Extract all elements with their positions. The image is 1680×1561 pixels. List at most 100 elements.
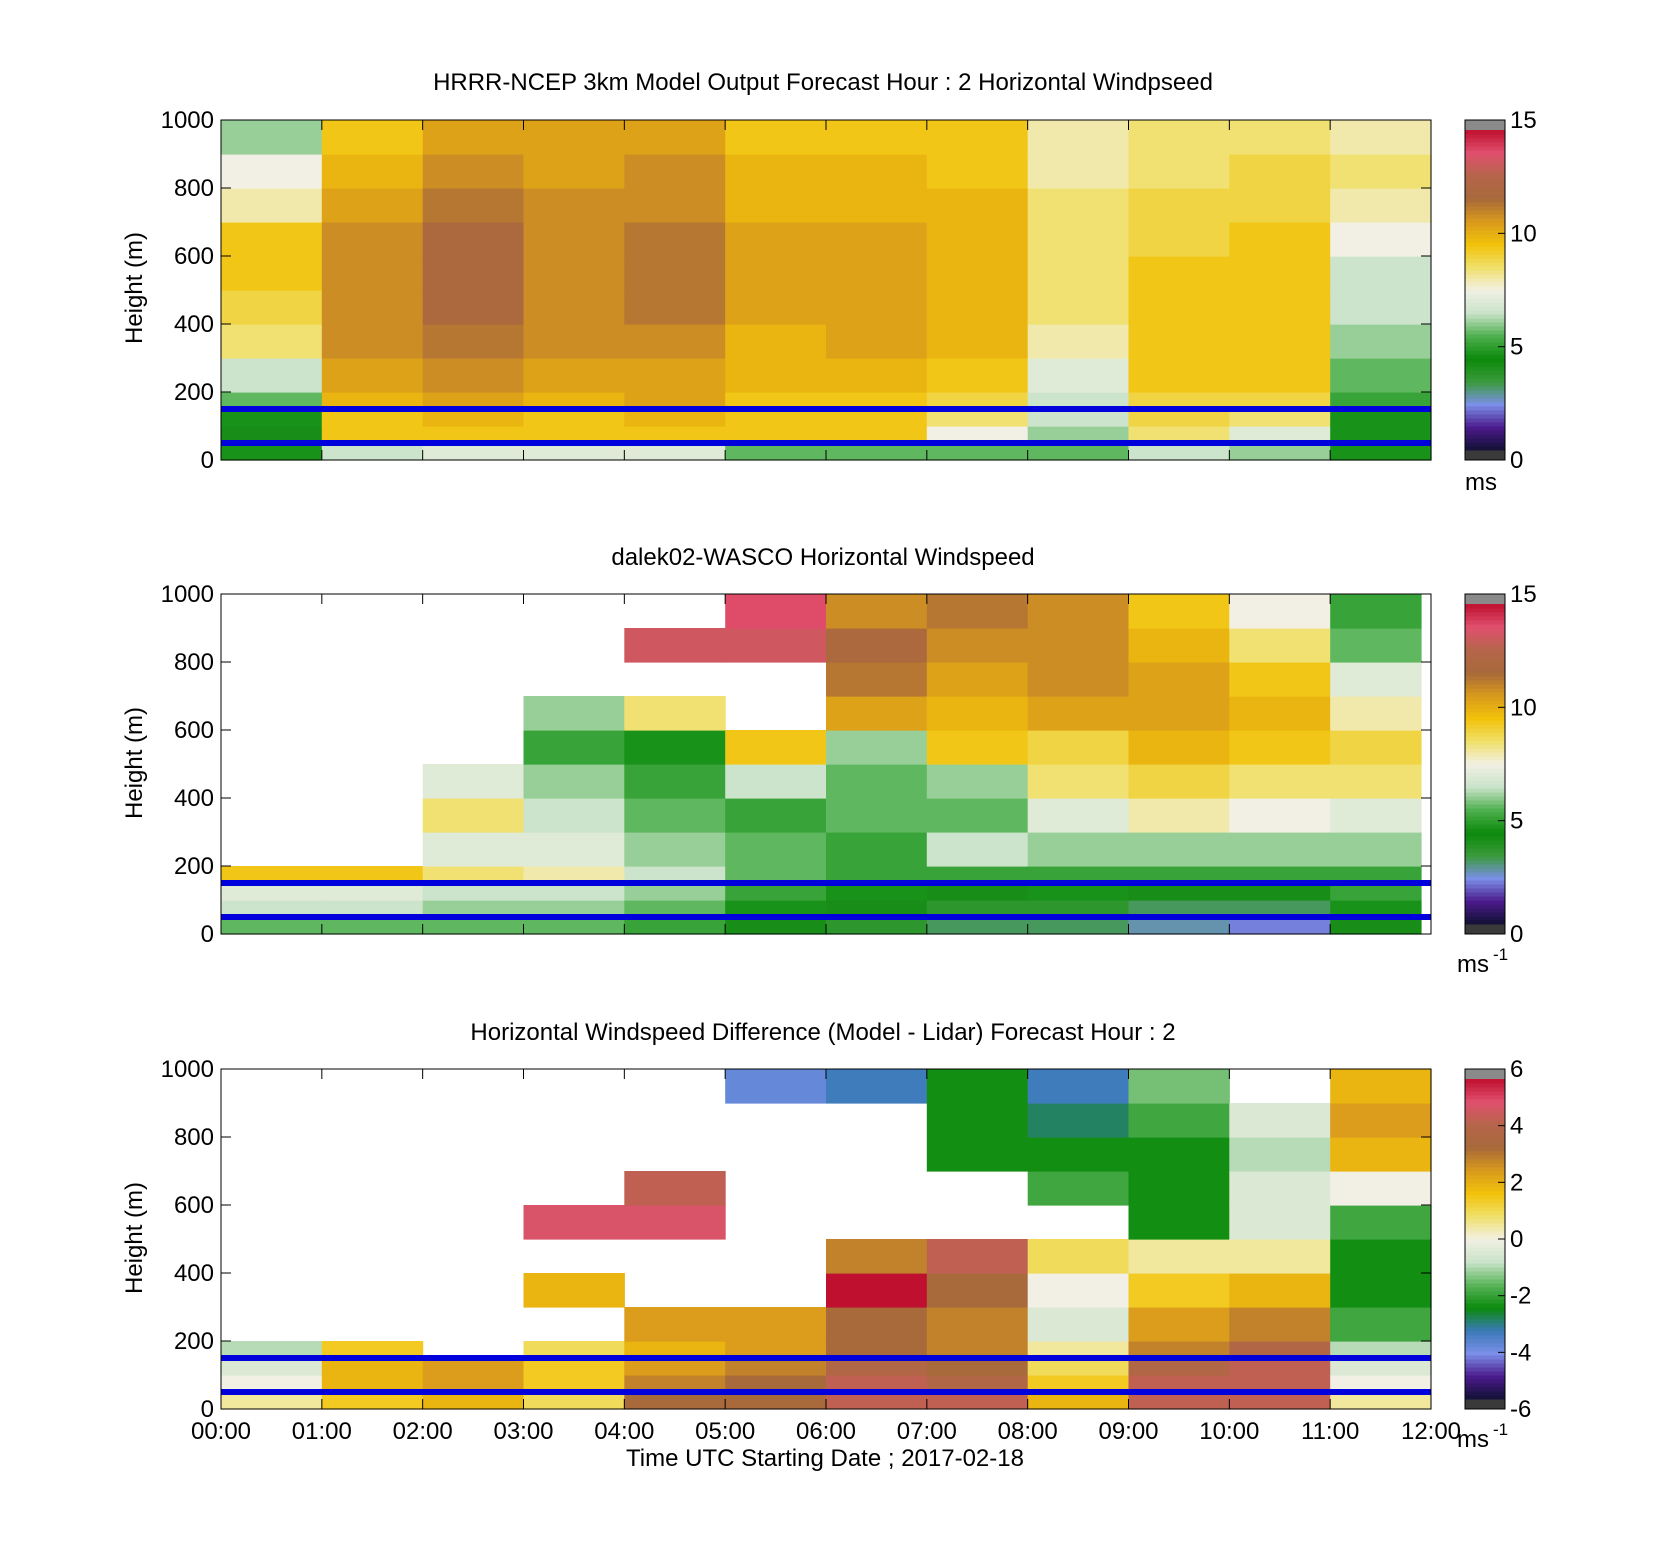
panel-lidar-cell <box>1229 662 1331 697</box>
panel-difference-cell <box>1330 1205 1432 1240</box>
panel-lidar-colorbar-step <box>1465 736 1505 741</box>
panel-difference-colorbar-step <box>1465 1163 1505 1168</box>
panel-difference-colorbar-step <box>1465 1127 1505 1132</box>
panel-model-cell <box>1229 188 1331 223</box>
panel-model-cell <box>1229 443 1331 461</box>
panel-model-colorbar-step <box>1465 282 1505 287</box>
panel-lidar-colorbar-step <box>1465 792 1505 797</box>
panel-model-cell <box>221 358 323 393</box>
panel-difference-xtick-label: 02:00 <box>393 1418 453 1445</box>
panel-model-cell <box>926 188 1029 223</box>
panel-lidar-colorbar-step <box>1465 804 1505 809</box>
panel-model-colorbar-step <box>1465 266 1505 271</box>
panel-model-cell <box>523 188 625 223</box>
panel-lidar-colorbar-step <box>1465 688 1505 693</box>
panel-difference-cell <box>1027 1103 1130 1138</box>
panel-model-cell <box>1128 188 1230 223</box>
panel-difference-xlabel: Time UTC Starting Date ; 2017-02-18 <box>626 1445 1024 1472</box>
panel-difference-cell <box>826 1392 928 1410</box>
panel-lidar-cell <box>624 900 726 918</box>
panel-lidar-cell <box>1229 900 1331 918</box>
panel-model-cell <box>926 358 1029 393</box>
panel-lidar-ytick-label: 1000 <box>161 581 214 608</box>
panel-lidar-colorbar-step <box>1465 704 1505 709</box>
panel-model-cell <box>321 324 424 359</box>
panel-difference-ytick-label: 200 <box>174 1328 214 1355</box>
panel-model-cell <box>1330 290 1432 325</box>
panel-model-cell <box>422 120 525 155</box>
panel-difference-colorbar-step <box>1465 1195 1505 1200</box>
panel-model-cell <box>1330 358 1432 393</box>
panel-model-colorbar-step <box>1465 214 1505 219</box>
panel-lidar-colorbar-step <box>1465 824 1505 829</box>
panel-model-cell <box>1229 120 1331 155</box>
panel-model-colorbar-step <box>1465 274 1505 279</box>
panel-difference-cell <box>926 1375 1029 1393</box>
panel-difference-colorbar-step <box>1465 1139 1505 1144</box>
panel-lidar-cell <box>1027 662 1130 697</box>
panel-difference-cell <box>725 1375 827 1393</box>
panel-lidar-colorbar-step <box>1465 760 1505 765</box>
panel-difference-xtick-label: 06:00 <box>796 1418 856 1445</box>
panel-model-colorbar-step <box>1465 310 1505 315</box>
panel-model-ylabel: Height (m) <box>121 232 148 344</box>
panel-lidar-colorbar-step <box>1465 724 1505 729</box>
panel-lidar-cell <box>926 917 1029 935</box>
panel-lidar-colorbar-step <box>1465 856 1505 861</box>
panel-model-colorbar-step <box>1465 242 1505 247</box>
panel-difference-ylabel: Height (m) <box>121 1182 148 1294</box>
panel-model-cell <box>1229 222 1331 257</box>
panel-difference-cell <box>1027 1137 1130 1172</box>
panel-lidar-cell <box>1128 900 1230 918</box>
panel-model-cell <box>1027 290 1130 325</box>
panel-difference-cell <box>1128 1205 1230 1240</box>
panel-model-cell <box>1128 324 1230 359</box>
panel-model-ytick-label: 800 <box>174 175 214 202</box>
panel-difference-cell <box>926 1341 1029 1359</box>
panel-model-cell <box>725 188 827 223</box>
panel-difference-cell <box>1229 1171 1331 1206</box>
panel-model-colorbar-step <box>1465 158 1505 163</box>
panel-model-cell <box>624 358 726 393</box>
panel-difference-colorbar-step <box>1465 1155 1505 1160</box>
panel-model-colorbar-step <box>1465 430 1505 435</box>
panel-model-ytick-label: 1000 <box>161 107 214 134</box>
panel-difference-colorbar-step <box>1465 1379 1505 1384</box>
panel-model-colorbar-step <box>1465 230 1505 235</box>
panel-model-colorbar-step <box>1465 142 1505 147</box>
panel-difference-cell <box>926 1137 1029 1172</box>
panel-difference-colorbar-step <box>1465 1375 1505 1380</box>
panel-model-cell <box>1330 256 1432 291</box>
panel-difference-cell <box>1027 1273 1130 1308</box>
panel-difference-cell <box>523 1375 625 1393</box>
panel-lidar-cell <box>321 900 424 918</box>
panel-model-colorbar-step <box>1465 418 1505 423</box>
panel-lidar-colorbar-step <box>1465 608 1505 613</box>
panel-difference-colorbar-step <box>1465 1295 1505 1300</box>
panel-lidar-ytick-label: 600 <box>174 717 214 744</box>
panel-lidar-cell <box>624 917 726 935</box>
panel-lidar-cell <box>422 866 525 884</box>
panel-difference-colorbar-step <box>1465 1123 1505 1128</box>
panel-lidar-cell <box>826 883 928 901</box>
panel-model-cell <box>1330 392 1432 410</box>
panel-lidar-colorbar-step <box>1465 680 1505 685</box>
panel-model-cell <box>1229 358 1331 393</box>
panel-model-cell <box>1128 409 1230 427</box>
panel-difference-colorbar-step <box>1465 1151 1505 1156</box>
panel-difference-cell <box>1330 1069 1432 1104</box>
panel-difference-xtick-label: 11:00 <box>1301 1418 1359 1445</box>
panel-model-cell <box>523 154 625 189</box>
panel-difference-colorbar-step <box>1465 1275 1505 1280</box>
panel-difference-colorbar-step <box>1465 1175 1505 1180</box>
panel-lidar-cell <box>221 883 323 901</box>
panel-lidar-cell <box>826 662 928 697</box>
panel-difference-colorbar-step <box>1465 1279 1505 1284</box>
panel-lidar-cell <box>926 764 1029 799</box>
panel-lidar-cell <box>1229 832 1331 867</box>
panel-difference-colorbar-step <box>1465 1131 1505 1136</box>
panel-model-colorbar-step <box>1465 150 1505 155</box>
panel-difference-cell <box>1229 1273 1331 1308</box>
panel-lidar-cell <box>1128 798 1230 833</box>
panel-model-cell <box>422 443 525 461</box>
